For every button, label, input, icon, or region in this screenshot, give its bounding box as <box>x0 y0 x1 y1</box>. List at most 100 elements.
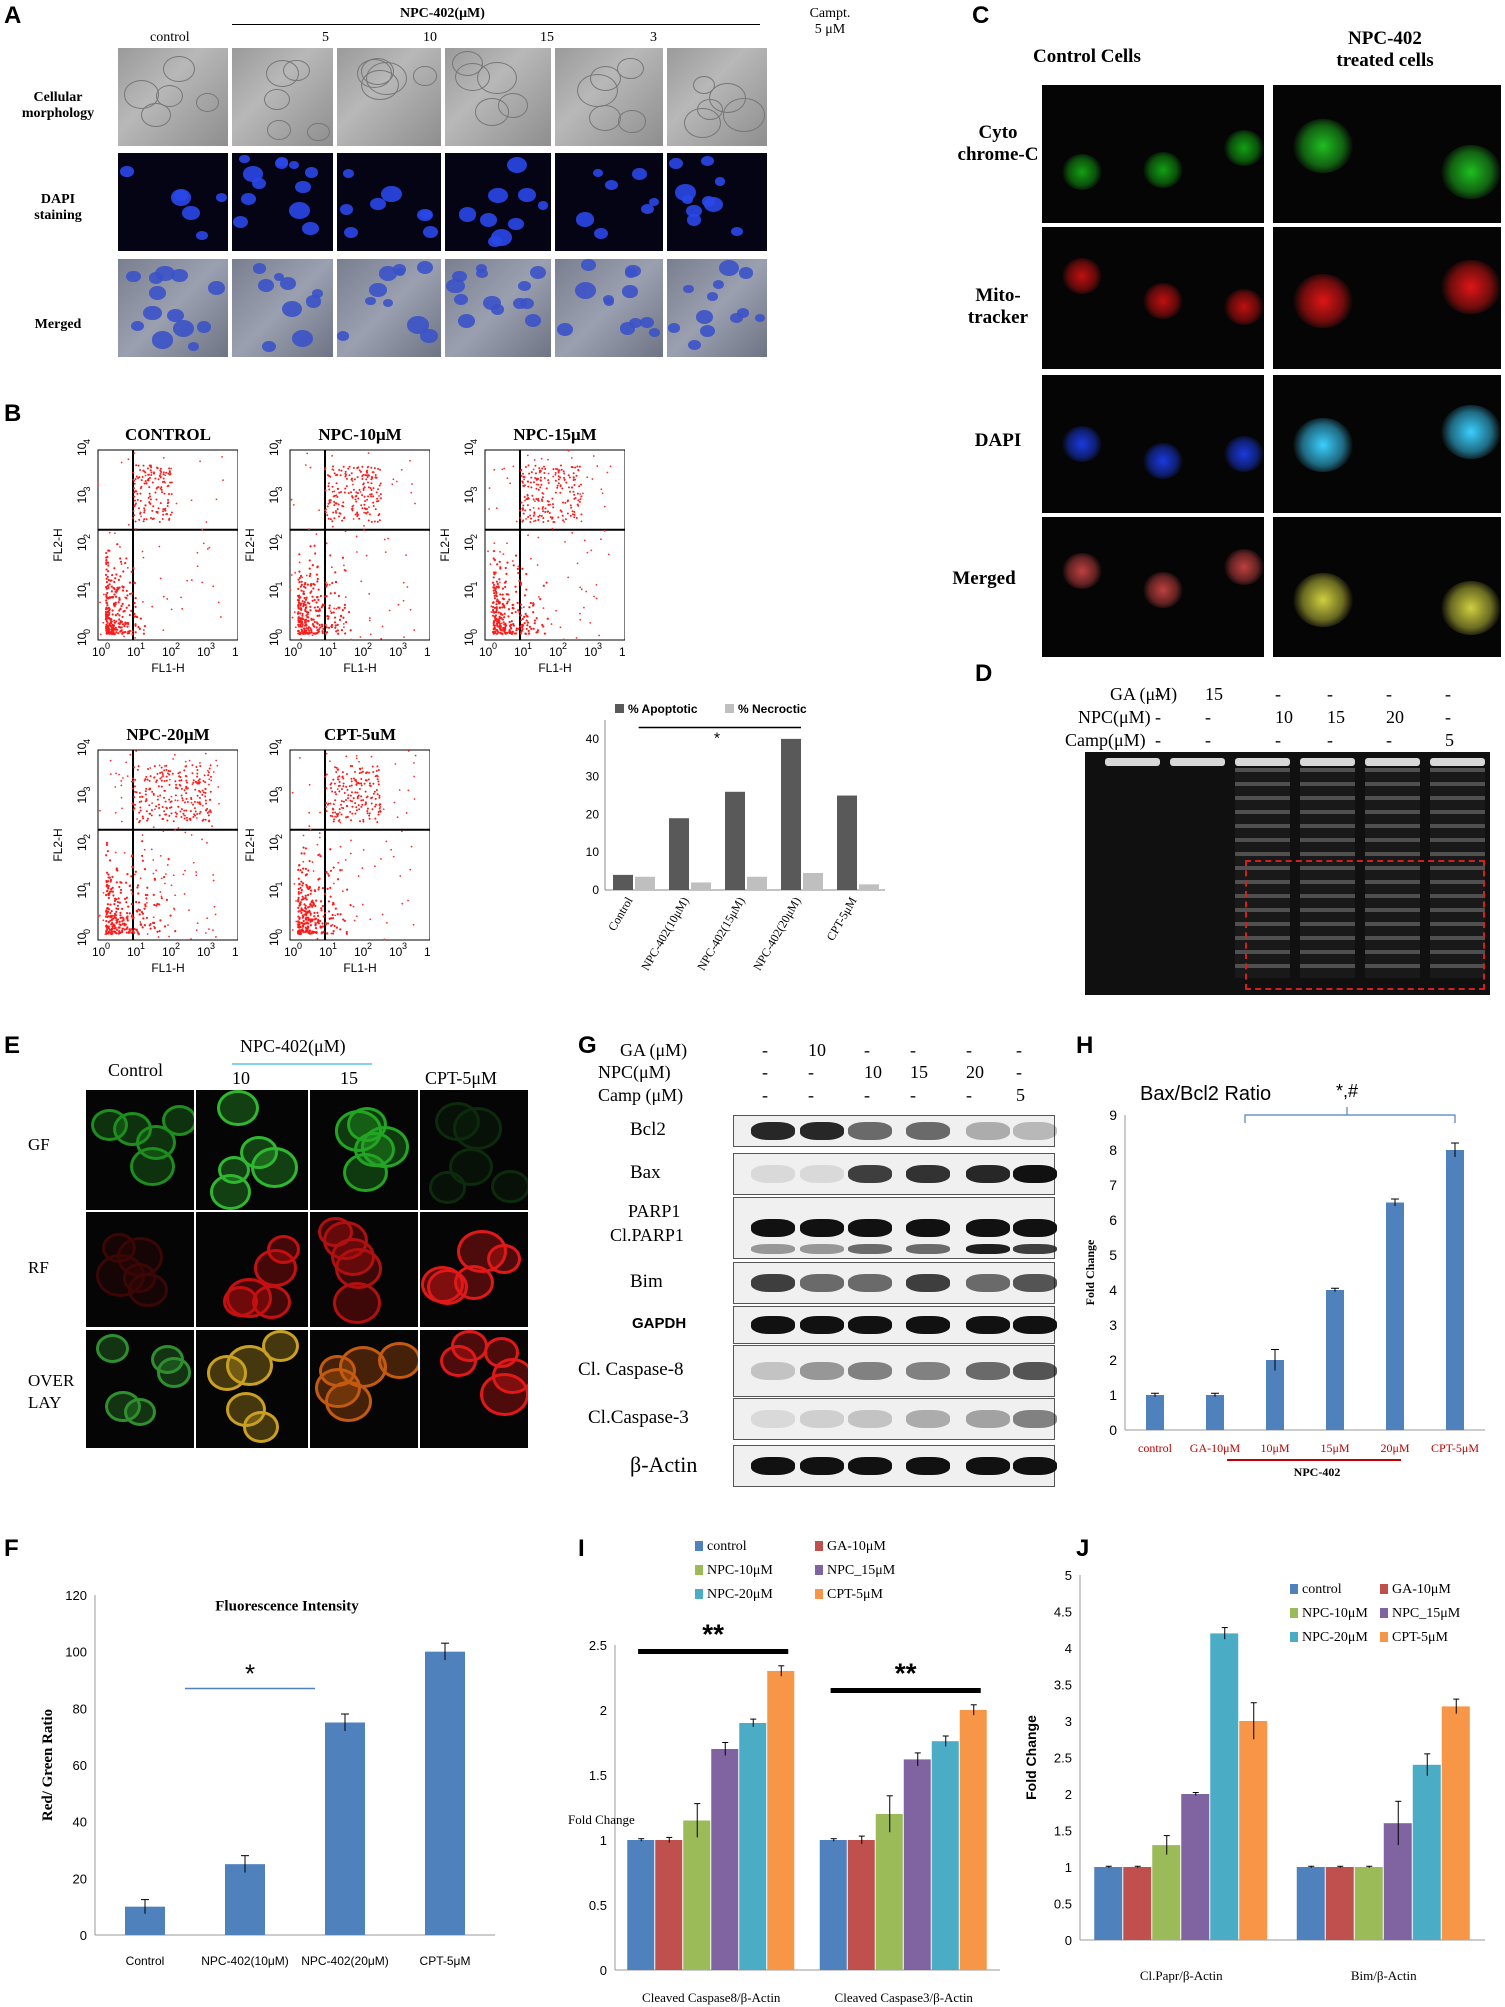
flow-y-tick: 10 <box>75 442 89 456</box>
flow-event-dot <box>180 779 183 782</box>
flow-event-dot <box>159 919 162 922</box>
flow-event-dot <box>115 881 118 884</box>
flow-event-dot <box>309 924 313 927</box>
flow-event-dot <box>329 554 332 557</box>
blot-band <box>800 1316 844 1334</box>
gel-well-band <box>1170 758 1225 766</box>
flow-event-dot <box>354 495 357 498</box>
flow-event-dot <box>409 608 412 611</box>
flow-event-dot <box>121 920 124 923</box>
bar <box>725 791 745 890</box>
flow-event-dot <box>123 928 127 931</box>
flow-event-dot <box>110 630 113 634</box>
panel-d-cell: - <box>1386 730 1392 750</box>
bar <box>1296 1867 1325 1940</box>
flow-event-dot <box>141 912 145 915</box>
bar <box>819 1840 847 1970</box>
nucleus <box>262 340 277 353</box>
flow-y-tick: 10 <box>462 585 476 599</box>
flow-event-dot <box>501 593 504 596</box>
flow-event-dot <box>577 504 580 507</box>
flow-event-dot <box>334 811 337 814</box>
flow-event-dot <box>124 923 127 926</box>
panel-e-row-rf: RF <box>28 1258 49 1277</box>
flow-event-dot <box>212 873 215 876</box>
flow-event-dot <box>165 768 168 771</box>
flow-event-dot <box>110 890 113 893</box>
flow-event-dot <box>308 811 311 814</box>
flow-event-dot <box>136 886 139 889</box>
flow-event-dot <box>350 638 352 641</box>
blot-band <box>966 1219 1010 1237</box>
flow-event-dot <box>528 625 531 628</box>
flow-event-dot <box>170 806 173 809</box>
flow-event-dot <box>155 510 158 513</box>
flow-event-dot <box>168 773 171 776</box>
flow-event-dot <box>368 814 371 817</box>
flow-event-dot <box>493 558 496 562</box>
flow-event-dot <box>543 471 546 474</box>
flow-event-dot <box>358 782 361 785</box>
flow-event-dot <box>520 474 523 477</box>
flow-event-dot <box>403 636 405 639</box>
flow-event-dot <box>363 507 366 510</box>
nucleus <box>512 297 528 310</box>
flow-event-dot <box>551 517 554 520</box>
flow-event-dot <box>354 779 357 782</box>
flow-event-dot <box>132 777 135 780</box>
flow-event-dot <box>305 596 308 599</box>
flow-event-dot <box>110 590 113 593</box>
flow-event-dot <box>557 516 560 519</box>
flow-event-dot <box>603 529 606 532</box>
flow-event-dot <box>141 859 144 862</box>
flow-event-dot <box>586 551 589 554</box>
flow-event-dot <box>360 504 363 507</box>
cell <box>428 1171 467 1204</box>
flow-event-dot <box>105 909 108 912</box>
flow-event-dot <box>104 933 107 936</box>
blot-band <box>751 1457 795 1475</box>
flow-event-dot <box>542 521 545 524</box>
flow-event-dot <box>338 515 341 518</box>
flow-event-dot <box>198 789 201 792</box>
flow-event-dot <box>580 513 583 516</box>
flow-event-dot <box>131 630 134 633</box>
flow-event-dot <box>110 628 113 632</box>
flow-event-dot <box>500 622 503 625</box>
flow-event-dot <box>131 592 134 595</box>
flow-event-dot <box>149 775 152 778</box>
nucleus <box>594 227 609 240</box>
nucleus <box>731 226 743 236</box>
flow-event-dot <box>353 478 356 481</box>
flow-event-dot <box>105 920 108 923</box>
flow-event-dot <box>494 590 498 593</box>
flow-event-dot <box>179 784 182 787</box>
flow-event-dot <box>134 502 137 505</box>
flow-event-dot <box>300 907 303 910</box>
flow-event-dot <box>185 779 188 782</box>
flow-event-dot <box>340 629 344 632</box>
flow-y-tick-exp: 0 <box>469 629 479 634</box>
panel-d-gel-image <box>1085 752 1490 995</box>
flow-event-dot <box>213 905 216 908</box>
flow-event-dot <box>344 620 348 624</box>
flow-xlabel: FL1-H <box>538 661 571 675</box>
flow-event-dot <box>369 493 372 496</box>
flow-event-dot <box>160 877 163 880</box>
cell <box>162 1104 194 1136</box>
flow-event-dot <box>201 581 204 584</box>
nucleus <box>575 212 594 227</box>
flow-event-dot <box>313 620 316 624</box>
nucleus <box>148 272 163 284</box>
flow-event-dot <box>325 508 328 511</box>
flow-event-dot <box>364 499 367 502</box>
flow-event-dot <box>140 479 143 482</box>
flow-event-dot <box>119 607 122 611</box>
flow-event-dot <box>206 812 209 815</box>
flow-event-dot <box>114 614 118 617</box>
flow-event-dot <box>155 781 158 784</box>
cell <box>1143 283 1183 320</box>
flow-event-dot <box>115 631 118 634</box>
flow-event-dot <box>336 913 339 916</box>
flow-event-dot <box>365 796 368 799</box>
